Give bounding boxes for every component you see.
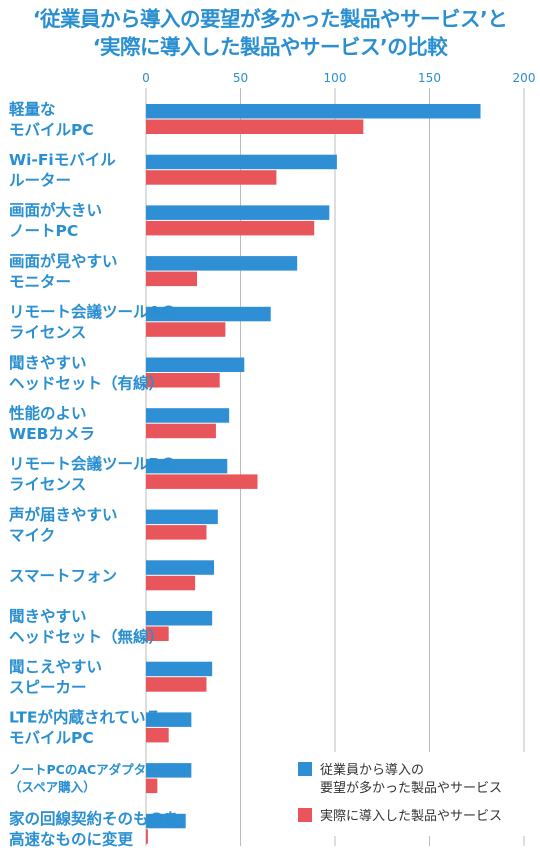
introduced-bar-3 [146,271,198,287]
category-label-4: リモート会議ツールAのライセンス [9,302,176,342]
introduced-bar-13 [146,778,158,794]
requested-bar-11 [146,661,213,677]
introduced-bar-1 [146,170,277,185]
introduced-bar-5 [146,373,220,388]
category-label-11: 聞こえやすいスピーカー [9,658,102,697]
category-label-3: 画面が見やすいモニター [9,251,118,291]
introduced-bar-0 [146,119,364,134]
requested-bar-0 [146,104,481,119]
chart-title-line-1: ‘従業員から導入の要望が多かった製品やサービス’と [32,7,508,31]
category-label-2: 画面が大きいノートPC [9,201,102,241]
category-label-7: リモート会議ツールBのライセンス [9,454,176,494]
introduced-bar-11 [146,677,207,692]
requested-bar-2 [146,205,330,220]
requested-bar-12 [146,712,192,727]
requested-bar-9 [146,560,215,575]
introduced-bar-9 [146,575,196,591]
legend-label-introduced: 実際に導入した製品やサービス [320,808,502,824]
category-label-6: 性能のよい WEBカメラ [9,404,95,444]
requested-bar-5 [146,357,245,372]
requested-bar-13 [146,763,192,778]
requested-bar-4 [146,306,271,322]
legend-box [290,752,530,836]
introduced-bar-8 [146,525,207,540]
category-label-9: スマートフォン [9,567,117,585]
category-label-13: ノートPCのACアダプター（スペア購入） [9,762,159,795]
introduced-bar-12 [146,727,169,743]
introduced-bar-6 [146,423,216,439]
introduced-bar-10 [146,626,169,641]
requested-bar-6 [146,408,230,423]
legend-label-requested: 従業員から導入の要望が多かった製品やサービス [320,762,502,796]
introduced-bar-2 [146,220,315,236]
category-label-1: Wi-Fiモバイルルーター [9,151,116,190]
introduced-bar-4 [146,322,226,337]
x-tick-label-50: 50 [233,71,248,85]
requested-bar-14 [146,813,186,829]
requested-bar-7 [146,458,228,474]
x-tick-label-0: 0 [142,71,150,85]
requested-bar-3 [146,256,298,271]
category-label-14: 家の回線契約そのものを高速なものに変更 [9,809,180,849]
x-tick-label-100: 100 [324,71,347,85]
requested-bar-8 [146,509,218,525]
category-label-12: LTEが内蔵されているモバイルPC [9,708,161,748]
category-label-0: 軽量なモバイルPC [9,99,94,139]
requested-bar-1 [146,154,337,170]
introduced-bar-7 [146,474,258,489]
introduced-bar-14 [146,829,148,844]
legend-swatch-requested [298,762,312,776]
requested-bar-10 [146,611,213,626]
x-tick-label-200: 200 [513,71,536,85]
legend-swatch-introduced [298,808,312,822]
chart-title-line-2: ‘実際に導入した製品やサービス’の比較 [92,35,448,59]
category-label-8: 声が届きやすいマイク [8,505,118,545]
x-tick-label-150: 150 [418,71,441,85]
category-label-10: 聞きやすいヘッドセット（無線） [9,607,164,646]
category-label-5: 聞きやすいヘッドセット（有線） [9,354,164,393]
